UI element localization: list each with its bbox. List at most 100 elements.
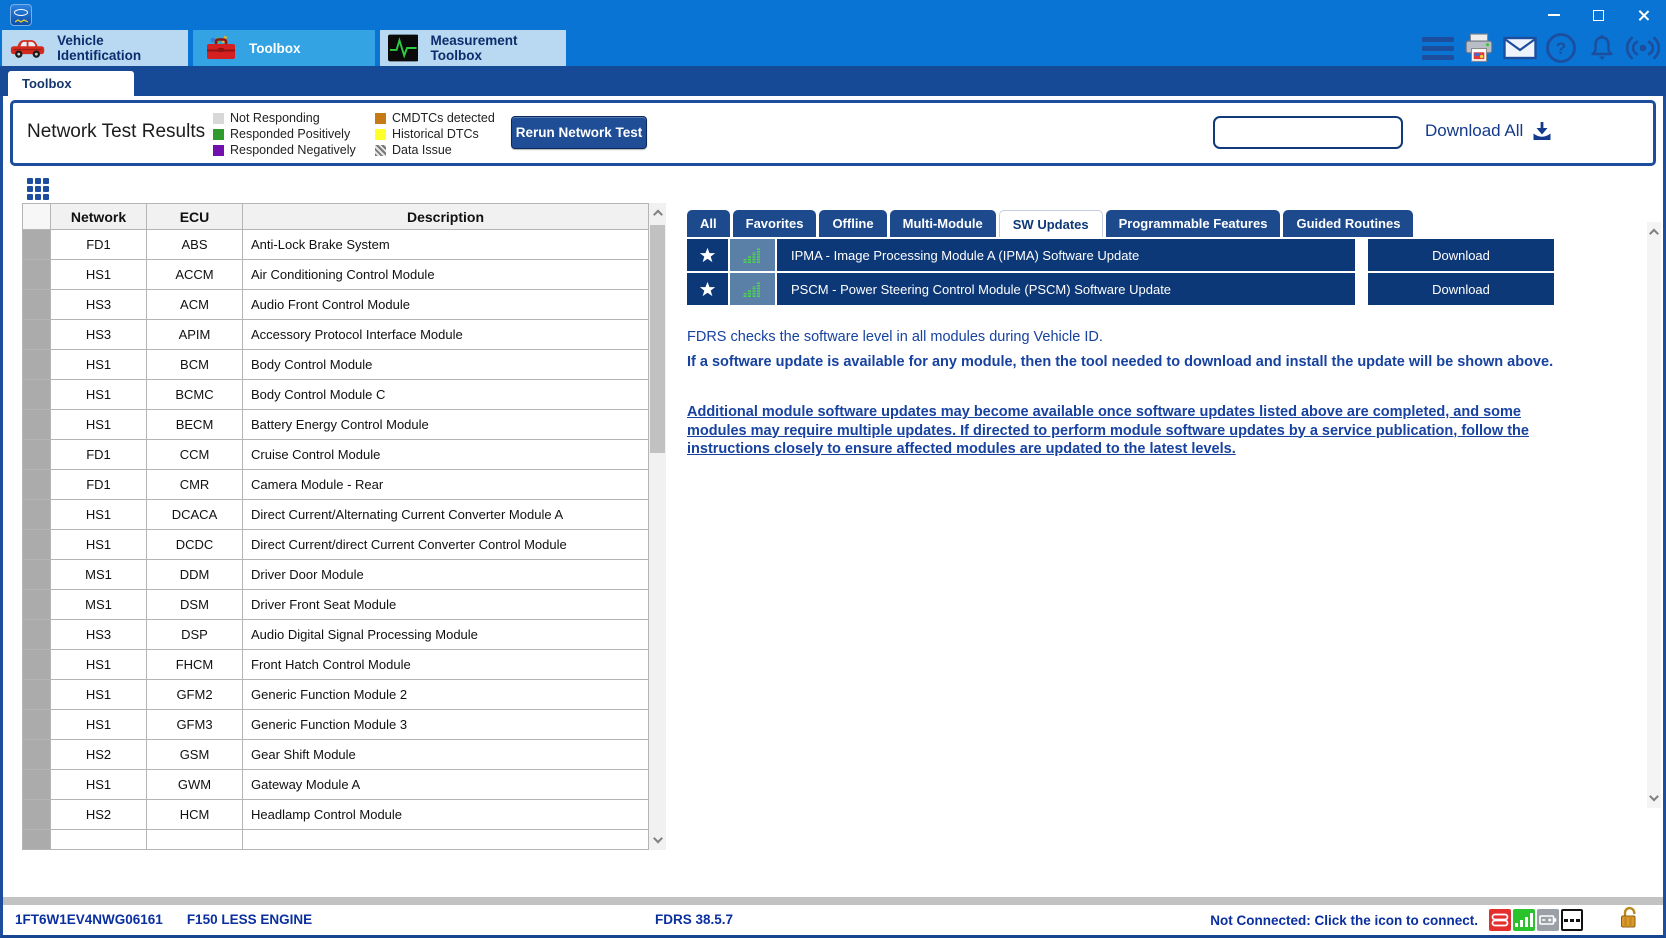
row-status-cell [23, 230, 51, 260]
voltage-status-icon[interactable] [1561, 909, 1583, 931]
app-version: FDRS 38.5.7 [655, 912, 734, 927]
row-status-cell [23, 380, 51, 410]
menu-button[interactable] [1421, 32, 1455, 64]
connection-status-text: Not Connected: Click the icon to connect… [1210, 912, 1478, 928]
table-row[interactable]: HS1 DCACA Direct Current/Alternating Cur… [23, 500, 648, 530]
tab-toolbox[interactable]: Toolbox [193, 30, 375, 66]
search-box [1213, 116, 1404, 149]
bell-icon [1591, 35, 1613, 60]
tab-vehicle-identification[interactable]: Vehicle Identification [2, 30, 188, 66]
table-row[interactable]: HS3 DSP Audio Digital Signal Processing … [23, 620, 648, 650]
table-row[interactable]: HS1 BCM Body Control Module [23, 350, 648, 380]
scroll-up-icon[interactable] [652, 209, 663, 220]
row-ecu-cell: BECM [147, 410, 243, 440]
tab-label: Toolbox [249, 40, 301, 56]
table-row[interactable]: FD1 ABS Anti-Lock Brake System [23, 230, 648, 260]
maximize-button[interactable] [1576, 0, 1621, 30]
right-panel-tab[interactable]: Guided Routines [1283, 210, 1414, 237]
row-description-cell: Cruise Control Module [243, 440, 648, 470]
table-row[interactable]: HS1 GFM2 Generic Function Module 2 [23, 680, 648, 710]
connect-button[interactable] [1626, 32, 1660, 64]
print-button[interactable] [1462, 32, 1496, 64]
table-row[interactable]: HS1 GFM3 Generic Function Module 3 [23, 710, 648, 740]
table-row[interactable]: HS1 ACCM Air Conditioning Control Module [23, 260, 648, 290]
row-status-cell [23, 620, 51, 650]
table-row[interactable]: MS1 DDM Driver Door Module [23, 560, 648, 590]
software-update-row[interactable]: IPMA - Image Processing Module A (IPMA) … [687, 239, 1554, 271]
battery-status-icon[interactable] [1537, 909, 1559, 931]
row-ecu-cell: DCACA [147, 500, 243, 530]
row-ecu-cell: BCM [147, 350, 243, 380]
vin-text: 1FT6W1EV4NWG06161 [15, 912, 163, 927]
scroll-down-icon[interactable] [1649, 791, 1659, 802]
right-panel-scrollbar[interactable] [1647, 222, 1661, 808]
signal-status-icon[interactable] [1513, 909, 1535, 931]
software-update-title[interactable]: PSCM - Power Steering Control Module (PS… [777, 273, 1355, 305]
status-column-header [23, 204, 51, 230]
table-row[interactable]: HS1 GWM Gateway Module A [23, 770, 648, 800]
horizontal-scrollbar[interactable] [3, 897, 1663, 905]
table-row[interactable]: HS1 DCDC Direct Current/direct Current C… [23, 530, 648, 560]
close-button[interactable] [1621, 0, 1666, 30]
row-description-cell: Audio Front Control Module [243, 290, 648, 320]
download-button[interactable]: Download [1368, 239, 1554, 271]
row-description-cell: Generic Function Module 2 [243, 680, 648, 710]
table-row[interactable]: HS2 HCM Headlamp Control Module [23, 800, 648, 830]
rerun-network-test-button[interactable]: Rerun Network Test [511, 116, 647, 149]
ecu-table-header: Network ECU Description [23, 204, 648, 230]
right-panel-tab[interactable]: SW Updates [998, 210, 1103, 237]
car-icon [10, 40, 45, 58]
right-panel-tab[interactable]: Programmable Features [1105, 210, 1281, 237]
software-update-title[interactable]: IPMA - Image Processing Module A (IPMA) … [777, 239, 1355, 271]
scroll-down-icon[interactable] [652, 833, 663, 844]
right-panel-tab[interactable]: All [687, 210, 730, 237]
vehicle-connection-icon[interactable] [1489, 909, 1511, 931]
subtab-toolbox[interactable]: Toolbox [8, 71, 134, 96]
row-ecu-cell: GFM3 [147, 710, 243, 740]
row-ecu-cell: DSP [147, 620, 243, 650]
subtab-label: Toolbox [22, 76, 72, 91]
table-row[interactable]: HS1 FHCM Front Hatch Control Module [23, 650, 648, 680]
fdrs-app-icon [10, 4, 32, 26]
table-row[interactable]: HS2 GSM Gear Shift Module [23, 740, 648, 770]
download-button[interactable]: Download [1368, 273, 1554, 305]
table-row[interactable]: HS1 BCMC Body Control Module C [23, 380, 648, 410]
table-row[interactable]: HS1 BECM Battery Energy Control Module [23, 410, 648, 440]
table-scrollbar[interactable] [649, 203, 666, 850]
right-panel-tab[interactable]: Multi-Module [889, 210, 996, 237]
minimize-button[interactable] [1531, 0, 1576, 30]
scroll-up-icon[interactable] [1649, 228, 1659, 239]
svg-text:?: ? [1556, 39, 1566, 58]
table-row[interactable]: MS1 DSM Driver Front Seat Module [23, 590, 648, 620]
right-panel-tab[interactable]: Offline [819, 210, 887, 237]
table-row[interactable]: FD1 CMR Camera Module - Rear [23, 470, 648, 500]
table-row[interactable]: FD1 CCM Cruise Control Module [23, 440, 648, 470]
notifications-button[interactable] [1585, 32, 1619, 64]
right-panel-tab[interactable]: Favorites [732, 210, 817, 237]
row-description-cell: Direct Current/direct Current Converter … [243, 530, 648, 560]
favorite-button[interactable] [687, 239, 728, 271]
favorite-button[interactable] [687, 273, 728, 305]
download-all-button[interactable]: Download All [1425, 120, 1553, 142]
search-input[interactable] [1223, 118, 1404, 147]
tab-measurement-toolbox[interactable]: Measurement Toolbox [380, 30, 566, 66]
row-ecu-cell: GSM [147, 740, 243, 770]
row-status-cell [23, 290, 51, 320]
main-tabbar: Vehicle Identification Toolbox Measureme… [0, 30, 1666, 66]
software-update-row[interactable]: PSCM - Power Steering Control Module (PS… [687, 273, 1554, 305]
table-row[interactable]: HS3 APIM Accessory Protocol Interface Mo… [23, 320, 648, 350]
grid-view-icon[interactable] [27, 178, 49, 200]
row-ecu-cell: ABS [147, 230, 243, 260]
signal-strength-icon [730, 273, 775, 305]
table-scrollbar-thumb[interactable] [650, 225, 665, 453]
row-description-cell: Battery Energy Control Module [243, 410, 648, 440]
mail-button[interactable] [1503, 32, 1537, 64]
lock-icon[interactable] [1619, 906, 1639, 935]
signal-strength-icon [730, 239, 775, 271]
row-ecu-cell: CCM [147, 440, 243, 470]
row-description-cell: Direct Current/Alternating Current Conve… [243, 500, 648, 530]
table-row[interactable]: HS3 ACM Audio Front Control Module [23, 290, 648, 320]
help-button[interactable]: ? [1544, 32, 1578, 64]
row-description-cell: Air Conditioning Control Module [243, 260, 648, 290]
row-status-cell [23, 320, 51, 350]
